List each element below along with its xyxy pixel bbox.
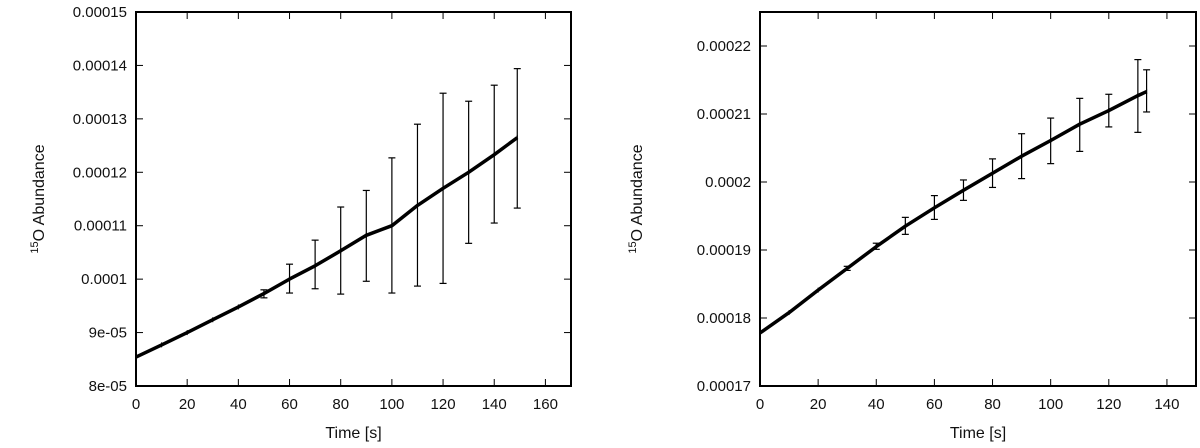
x-tick-label: 100 — [379, 396, 404, 413]
x-tick-label: 0 — [756, 396, 764, 413]
y-axis-label: 15O Abundance — [627, 144, 646, 253]
y-tick-label: 8e-05 — [89, 378, 127, 395]
y-tick-label: 0.00013 — [73, 111, 127, 128]
y-tick-label: 0.00017 — [697, 378, 751, 395]
y-tick-label: 0.00014 — [73, 57, 127, 74]
x-tick-label: 80 — [984, 396, 1001, 413]
x-tick-label: 80 — [332, 396, 349, 413]
y-tick-label: 0.00012 — [73, 164, 127, 181]
series-line — [135, 136, 519, 359]
chart-right-svg: 0 20 40 60 80 100 120 140 0.00017 0.00018 0.00019 0… — [627, 11, 1197, 442]
x-tick-label: 100 — [1038, 396, 1063, 413]
series-line — [758, 90, 1148, 335]
y-axis-label-main: O Abundance — [31, 144, 48, 241]
y-tick-label: 0.00011 — [74, 218, 127, 235]
y-axis-label-superscript: 15 — [29, 241, 41, 253]
x-tick-label: 140 — [1154, 396, 1179, 413]
y-axis-label: 15O Abundance — [29, 144, 48, 253]
y-tick-label: 0.0002 — [705, 174, 751, 191]
plot-frame — [135, 11, 572, 387]
x-tick-label: 120 — [1096, 396, 1121, 413]
x-tick-label: 60 — [926, 396, 943, 413]
y-tick-label: 9e-05 — [89, 325, 127, 342]
x-axis-label: Time [s] — [325, 425, 381, 442]
y-axis-label-main: O Abundance — [629, 144, 646, 241]
x-tick-label: 140 — [482, 396, 507, 413]
chart-right: 0 20 40 60 80 100 120 140 0.00017 0.00018 0.00019 0… — [600, 0, 1200, 448]
y-tick-label: 0.0001 — [81, 271, 127, 288]
x-tick-label: 0 — [132, 396, 140, 413]
x-tick-label: 40 — [868, 396, 885, 413]
plot-frame — [759, 11, 1197, 387]
x-axis-label: Time [s] — [950, 425, 1006, 442]
chart-left-svg: 0 20 40 60 80 100 120 140 160 8e-05 9e-05 0.0001 0.0… — [29, 4, 572, 442]
x-tick-label: 60 — [281, 396, 298, 413]
y-tick-label: 0.00015 — [73, 4, 127, 21]
chart-left: 0 20 40 60 80 100 120 140 160 8e-05 9e-05 0.0001 0.0… — [29, 4, 572, 442]
x-tick-label: 120 — [431, 396, 456, 413]
y-axis-label-superscript: 15 — [627, 241, 639, 253]
y-tick-label: 0.00019 — [697, 242, 751, 259]
x-tick-label: 20 — [179, 396, 196, 413]
y-tick-label: 0.00018 — [697, 310, 751, 327]
x-tick-label: 20 — [810, 396, 827, 413]
x-tick-label: 160 — [533, 396, 558, 413]
x-tick-label: 40 — [230, 396, 247, 413]
y-tick-label: 0.00022 — [697, 38, 751, 55]
y-tick-label: 0.00021 — [697, 106, 751, 123]
